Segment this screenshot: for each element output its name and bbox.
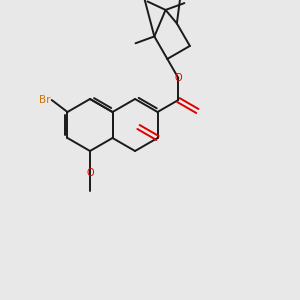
Text: O: O xyxy=(175,73,182,83)
Text: Br: Br xyxy=(39,95,50,105)
Text: O: O xyxy=(86,168,94,178)
